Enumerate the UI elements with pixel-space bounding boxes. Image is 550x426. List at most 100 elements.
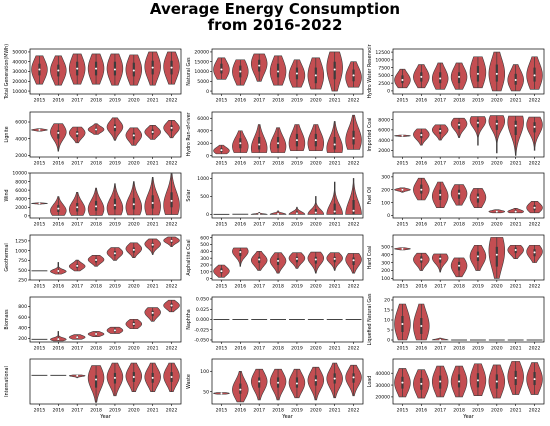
violin-median-2018: [277, 212, 280, 215]
x-tick-label: 2020: [128, 161, 140, 167]
violin-international-2018: [87, 365, 105, 403]
x-tick-label: 2021: [510, 284, 522, 290]
violin-natural-gas-2020: [307, 57, 325, 90]
violin-load-2021: [507, 361, 524, 395]
x-tick-label: 2020: [491, 284, 503, 290]
x-tick-label: 2022: [166, 346, 178, 352]
x-tick-label: 2019: [291, 98, 303, 104]
violin-median-2017: [439, 339, 442, 341]
violin-median-2018: [458, 123, 461, 126]
violin-solar-2020: [307, 196, 325, 215]
x-tick-label: 2022: [348, 346, 360, 352]
violin-median-2021: [514, 210, 517, 213]
y-tick-label: 50000: [12, 50, 27, 56]
x-tick-label: 2015: [34, 161, 46, 167]
x-tick-label: 2015: [34, 222, 46, 228]
y-tick-label: 10000: [12, 171, 27, 177]
violin-median-2019: [476, 121, 479, 124]
violin-wind-2015: [31, 202, 48, 205]
y-tick-label: 250: [18, 278, 27, 284]
x-tick-label: 2021: [510, 222, 522, 228]
y-tick-label: 0: [387, 89, 390, 95]
x-tick-label: 2016: [234, 284, 246, 290]
violin-median-2020: [132, 248, 135, 251]
violin-international-2020: [125, 362, 143, 393]
x-tick-label: 2020: [491, 222, 503, 228]
violin-load-2020: [488, 364, 506, 399]
y-tick-label: 800: [18, 304, 27, 310]
violin-median-2021: [151, 131, 154, 133]
violin-imported-coal-2016: [413, 128, 430, 146]
violin-median-2019: [113, 376, 116, 379]
violin-median-2022: [170, 199, 173, 202]
violin-geothermal-2020: [125, 242, 143, 259]
violin-median-2017: [258, 143, 261, 146]
violin-fuel-oil-2019: [469, 188, 487, 209]
y-axis-label: Hydro Run-of-river: [186, 112, 192, 156]
x-tick-label: 2021: [329, 408, 341, 414]
panel-frame: [211, 111, 364, 158]
x-tick-label: 2015: [397, 346, 409, 352]
y-tick-label: 40000: [12, 59, 27, 65]
y-tick-label: 0.025: [196, 307, 209, 313]
violin-median-2021: [514, 249, 517, 251]
violin-median-2015: [38, 128, 41, 131]
panel-frame: [29, 234, 182, 281]
x-tick-label: 2017: [253, 98, 265, 104]
x-tick-label: 2018: [272, 346, 284, 352]
x-tick-label: 2022: [348, 408, 360, 414]
y-tick-label: 750: [18, 258, 27, 264]
x-tick-label: 2020: [491, 346, 503, 352]
x-tick-label: 2016: [415, 408, 427, 414]
x-tick-label: 2019: [291, 222, 303, 228]
y-tick-label: 300: [381, 260, 390, 266]
x-tick-label: 2021: [329, 161, 341, 167]
y-tick-label: 7500: [378, 65, 390, 71]
x-tick-label: 2020: [310, 346, 322, 352]
x-tick-label: 2015: [397, 161, 409, 167]
x-tick-label: 2018: [272, 98, 284, 104]
violin-median-2018: [277, 70, 280, 73]
violin-load-2017: [431, 365, 449, 398]
y-tick-label: 500: [200, 242, 209, 248]
violin-median-2021: [151, 311, 154, 314]
violin-median-2018: [458, 380, 461, 383]
x-tick-label: 2019: [472, 161, 484, 167]
y-tick-label: 500: [200, 194, 209, 200]
violin-total-generation-mwh-2016: [50, 55, 67, 86]
violin-median-2017: [76, 132, 79, 135]
violin-median-2015: [38, 202, 41, 205]
x-tick-label: 2021: [510, 98, 522, 104]
y-tick-label: 0.050: [196, 297, 209, 303]
violin-fuel-oil-2017: [431, 181, 449, 209]
violin-total-generation-mwh-2015: [31, 55, 48, 85]
violin-median-2019: [476, 255, 479, 258]
violin-hydro-run-of-river-2020: [307, 124, 325, 152]
x-tick-label: 2016: [415, 346, 427, 352]
violin-total-generation-mwh-2017: [68, 53, 86, 85]
violin-hydro-water-reservoir-2016: [413, 64, 430, 89]
x-tick-label: 2019: [472, 222, 484, 228]
x-tick-label: 2016: [52, 408, 64, 414]
x-tick-label: 2021: [147, 346, 159, 352]
y-tick-label: 8000: [378, 117, 390, 123]
violin-biomass-2022: [163, 299, 180, 313]
panel-frame: [211, 172, 364, 219]
y-tick-label: 200: [200, 263, 209, 269]
x-tick-label: 2020: [310, 98, 322, 104]
x-tick-label: 2015: [216, 222, 228, 228]
violin-median-2022: [533, 206, 536, 209]
x-tick-label: 2015: [34, 408, 46, 414]
violin-median-2018: [95, 259, 98, 262]
violin-fuel-oil-2021: [507, 208, 524, 214]
x-tick-label: 2016: [415, 284, 427, 290]
violin-waste-2017: [250, 368, 268, 401]
violin-load-2019: [469, 363, 487, 397]
x-tick-label: 2019: [109, 408, 121, 414]
violin-median-2018: [95, 333, 98, 336]
violin-lignite-2019: [106, 117, 124, 141]
violin-international-2017: [68, 374, 86, 379]
y-tick-label: 5: [387, 328, 390, 334]
y-tick-label: 0: [24, 214, 27, 220]
x-tick-label: 2019: [109, 161, 121, 167]
